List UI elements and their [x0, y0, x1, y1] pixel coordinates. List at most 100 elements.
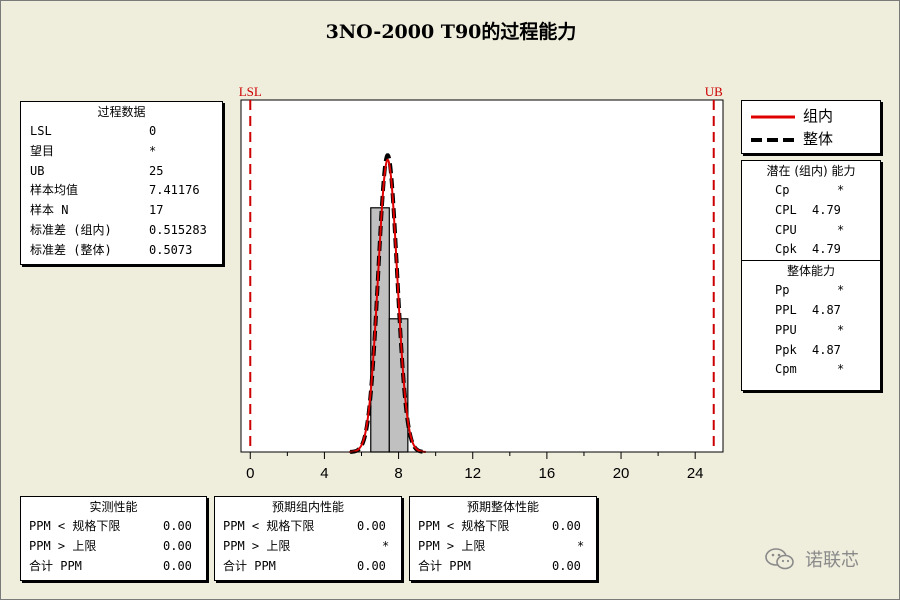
row-label: Cpm: [775, 362, 797, 377]
process-data-row: 标准差 (整体) 0.5073: [21, 241, 222, 261]
row-value: 0.00: [163, 519, 192, 533]
row-label: PPU: [775, 322, 797, 337]
x-tick-label: 16: [539, 465, 556, 482]
plot-area: [240, 99, 724, 453]
ppm-row: 合计 PPM 0.00: [215, 557, 401, 577]
potential-capability-title: 潜在 (组内) 能力: [766, 164, 856, 178]
process-data-row: 标准差 (组内) 0.515283: [21, 221, 222, 241]
legend-label-overall: 整体: [803, 130, 834, 148]
row-label: 望目: [30, 143, 55, 158]
legend-swatch-overall: [751, 138, 795, 142]
potential-row: Cp *: [742, 181, 880, 201]
row-value: 17: [149, 203, 164, 218]
row-value: 0.00: [552, 519, 581, 533]
row-value: 0.00: [552, 558, 581, 573]
chart-title: 3NO-2000 T90的过程能力: [325, 21, 577, 43]
ppm-row: PPM > 上限 *: [410, 537, 596, 557]
potential-row: Cpk 4.79: [742, 240, 880, 260]
row-value: 0.00: [163, 558, 192, 573]
row-label: Pp: [775, 283, 790, 298]
process-data-rows: LSL 0 望目 * UB 25 样本均值 7.41176 样本 N 17 标准差 (组内…: [21, 122, 222, 261]
x-tick-label: 24: [687, 465, 704, 482]
row-label: PPM > 上限: [223, 538, 291, 553]
row-value: 7.41176: [149, 183, 200, 198]
row-label: LSL: [30, 124, 52, 138]
overall-capability-title: 整体能力: [786, 264, 835, 279]
process-data-box: 过程数据 LSL 0 望目 * UB 25 样本均值 7.41176 样本 N 17 标准…: [20, 101, 223, 265]
row-value: 0.515283: [149, 222, 207, 237]
row-label: PPM > 上限: [29, 538, 97, 553]
process-data-row: 样本均值 7.41176: [21, 181, 222, 201]
process-data-row: 样本 N 17: [21, 201, 222, 221]
spec-limit-label-ub: UB: [705, 84, 723, 99]
process-data-row: UB 25: [21, 162, 222, 182]
process-data-row: 望目 *: [21, 142, 222, 162]
row-label: PPM < 规格下限: [29, 519, 121, 533]
watermark-text: 诺联芯: [805, 550, 859, 571]
row-value: 4.87: [812, 302, 841, 317]
row-value: *: [577, 538, 585, 553]
row-value: *: [837, 362, 845, 377]
row-label: Ppk: [775, 342, 797, 357]
potential-row: CPU *: [742, 221, 880, 241]
x-tick-label: 8: [394, 465, 402, 482]
row-value: 4.87: [812, 342, 841, 357]
row-label: PPM < 规格下限: [418, 519, 510, 533]
ppm-row: 合计 PPM 0.00: [410, 557, 596, 577]
overall-row: PPU *: [742, 321, 880, 341]
potential-row: CPL 4.79: [742, 201, 880, 221]
row-value: 4.79: [812, 202, 841, 217]
expected-within-performance-box: 预期组内性能 PPM < 规格下限 0.00 PPM > 上限 * 合计 PPM 0.…: [214, 496, 402, 581]
row-label: 标准差 (组内): [30, 222, 112, 237]
spec-limit-label-lsl: LSL: [239, 84, 262, 99]
row-label: CPL: [775, 202, 797, 217]
within-normal-curve-overlay: [349, 158, 426, 453]
legend-item: 组内: [751, 106, 876, 126]
expected-overall-performance-box: 预期整体性能 PPM < 规格下限 0.00 PPM > 上限 * 合计 PPM 0.…: [409, 496, 597, 581]
process-data-row: LSL 0: [21, 122, 222, 142]
observed-performance-title: 实测性能: [89, 500, 138, 514]
overall-row: Pp *: [742, 281, 880, 301]
ppm-row: PPM < 规格下限 0.00: [21, 517, 206, 537]
row-value: *: [837, 283, 845, 298]
ppm-row: PPM > 上限 0.00: [21, 537, 206, 557]
row-label: PPM < 规格下限: [223, 519, 315, 533]
observed-performance-box: 实测性能 PPM < 规格下限 0.00 PPM > 上限 0.00 合计 PPM 0…: [20, 496, 207, 581]
ppm-row: PPM < 规格下限 0.00: [215, 517, 401, 537]
row-label: Cpk: [775, 242, 797, 257]
row-label: CPU: [775, 222, 797, 237]
ppm-row: 合计 PPM 0.00: [21, 557, 206, 577]
legend-item: 整体: [751, 129, 876, 149]
ppm-row: PPM < 规格下限 0.00: [410, 517, 596, 537]
row-value: *: [149, 143, 157, 158]
row-label: 合计 PPM: [223, 558, 276, 573]
row-label: PPL: [775, 302, 797, 317]
x-tick-label: 4: [320, 465, 328, 482]
row-value: 0.00: [163, 538, 192, 553]
row-value: 0.00: [357, 558, 386, 573]
x-tick-label: 12: [464, 465, 481, 482]
row-label: Cp: [775, 183, 790, 197]
legend-box: 组内 整体: [741, 100, 881, 154]
row-value: 0.00: [357, 519, 386, 533]
expected-overall-title: 预期整体性能: [466, 500, 539, 514]
row-label: UB: [30, 163, 45, 178]
x-tick-label: 0: [246, 465, 254, 482]
ppm-row: PPM > 上限 *: [215, 537, 401, 557]
row-value: *: [837, 183, 845, 197]
row-value: 25: [149, 163, 164, 178]
row-label: 样本均值: [30, 183, 79, 198]
row-label: 标准差 (整体): [30, 242, 112, 257]
row-value: *: [837, 322, 845, 337]
row-value: *: [382, 538, 390, 553]
expected-within-title: 预期组内性能: [271, 500, 344, 514]
row-value: *: [837, 222, 845, 237]
row-label: 合计 PPM: [418, 558, 471, 573]
overall-row: Ppk 4.87: [742, 341, 880, 361]
row-label: 样本 N: [30, 203, 69, 218]
capability-divider: [742, 260, 880, 262]
overall-row: PPL 4.87: [742, 301, 880, 321]
watermark: 诺联芯: [763, 542, 883, 576]
x-tick-label: 20: [613, 465, 630, 482]
